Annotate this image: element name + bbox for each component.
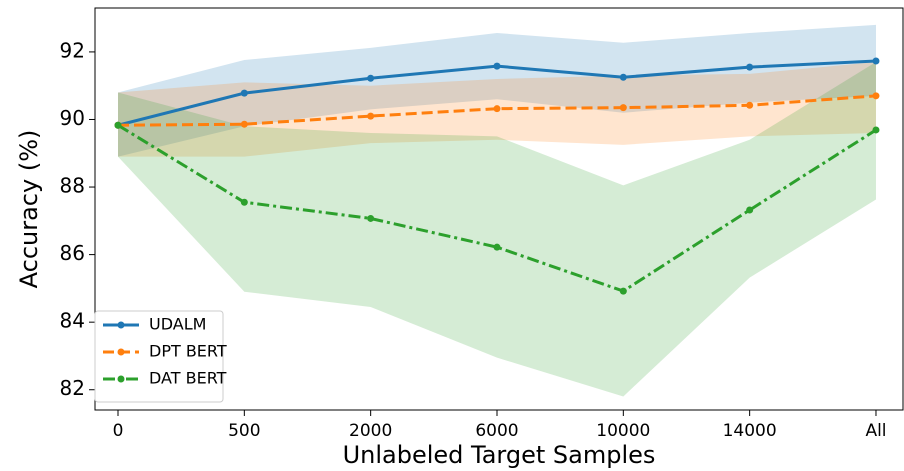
- x-tick-label: 10000: [596, 421, 650, 441]
- y-axis-label: Accuracy (%): [15, 130, 43, 289]
- legend-marker: [117, 348, 125, 356]
- x-tick-label: 500: [228, 421, 260, 441]
- x-tick-label: All: [865, 421, 886, 441]
- axes-frame: [94, 7, 904, 411]
- point: [114, 121, 122, 129]
- error-band: [118, 62, 876, 397]
- point: [493, 105, 501, 113]
- point: [240, 120, 248, 128]
- point: [872, 92, 880, 100]
- y-tick-label: 90: [60, 106, 85, 130]
- point: [746, 63, 754, 71]
- point: [240, 89, 248, 97]
- point: [872, 126, 880, 134]
- legend-marker: [117, 375, 125, 383]
- x-axis-label: Unlabeled Target Samples: [343, 441, 656, 469]
- y-tick-label: 84: [60, 309, 85, 333]
- point: [367, 112, 375, 120]
- y-tick-label: 82: [60, 376, 85, 400]
- point: [367, 214, 375, 222]
- y-tick-label: 92: [60, 38, 85, 62]
- error-band: [118, 24, 876, 157]
- point: [619, 104, 627, 112]
- x-tick-label: 2000: [349, 421, 392, 441]
- y-tick-label: 86: [60, 241, 85, 265]
- plot-area: [95, 8, 903, 410]
- y-tick-label: 88: [60, 174, 85, 198]
- legend-label: DPT BERT: [149, 342, 227, 361]
- point: [367, 74, 375, 82]
- legend-label: DAT BERT: [149, 369, 227, 388]
- x-tick-label: 0: [113, 421, 124, 441]
- point: [493, 243, 501, 251]
- legend-label: UDALM: [149, 315, 206, 334]
- x-tick-label: 6000: [475, 421, 518, 441]
- point: [746, 206, 754, 214]
- point: [746, 101, 754, 109]
- legend-marker: [117, 321, 125, 329]
- point: [619, 73, 627, 81]
- point: [240, 198, 248, 206]
- point: [619, 287, 627, 295]
- point: [493, 62, 501, 70]
- x-tick-label: 14000: [723, 421, 777, 441]
- point: [872, 57, 880, 65]
